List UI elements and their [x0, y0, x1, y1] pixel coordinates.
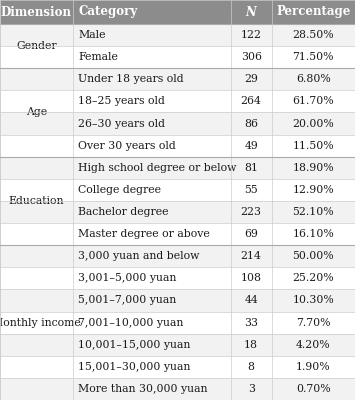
- Text: 33: 33: [244, 318, 258, 328]
- Text: 86: 86: [244, 118, 258, 128]
- Text: 1.90%: 1.90%: [296, 362, 331, 372]
- Bar: [0, 68, 355, 90]
- Text: Age: Age: [26, 108, 47, 118]
- Text: Female: Female: [78, 52, 118, 62]
- Text: Under 18 years old: Under 18 years old: [78, 74, 184, 84]
- Bar: [0, 334, 355, 356]
- Text: More than 30,000 yuan: More than 30,000 yuan: [78, 384, 208, 394]
- Bar: [272, 0, 355, 24]
- Text: 306: 306: [241, 52, 262, 62]
- Text: Dimension: Dimension: [1, 6, 72, 18]
- Text: 15,001–30,000 yuan: 15,001–30,000 yuan: [78, 362, 191, 372]
- Text: 3: 3: [248, 384, 255, 394]
- Text: Over 30 years old: Over 30 years old: [78, 141, 176, 151]
- Text: 7.70%: 7.70%: [296, 318, 331, 328]
- Bar: [0, 179, 355, 201]
- Bar: [73, 0, 231, 24]
- Text: 16.10%: 16.10%: [293, 229, 334, 239]
- Text: Monthly income: Monthly income: [0, 318, 81, 328]
- Bar: [0, 157, 355, 179]
- Bar: [0, 24, 355, 46]
- Bar: [0, 245, 355, 267]
- Text: 3,000 yuan and below: 3,000 yuan and below: [78, 251, 200, 261]
- Text: Male: Male: [78, 30, 105, 40]
- Text: 11.50%: 11.50%: [293, 141, 334, 151]
- Bar: [0, 201, 355, 223]
- Text: 7,001–10,000 yuan: 7,001–10,000 yuan: [78, 318, 184, 328]
- Text: 26–30 years old: 26–30 years old: [78, 118, 165, 128]
- Text: Percentage: Percentage: [276, 6, 350, 18]
- Bar: [0, 312, 355, 334]
- Text: 0.70%: 0.70%: [296, 384, 331, 394]
- Text: 28.50%: 28.50%: [293, 30, 334, 40]
- Text: 108: 108: [241, 273, 262, 283]
- Text: Bachelor degree: Bachelor degree: [78, 207, 169, 217]
- Text: 8: 8: [248, 362, 255, 372]
- Text: 18–25 years old: 18–25 years old: [78, 96, 165, 106]
- Text: 81: 81: [244, 163, 258, 173]
- Bar: [0, 267, 355, 290]
- Bar: [0, 290, 355, 312]
- Bar: [231, 0, 272, 24]
- Text: 18: 18: [244, 340, 258, 350]
- Text: 69: 69: [244, 229, 258, 239]
- Text: 264: 264: [241, 96, 262, 106]
- Bar: [0, 0, 73, 24]
- Text: 25.20%: 25.20%: [293, 273, 334, 283]
- Text: Gender: Gender: [16, 41, 57, 51]
- Text: 49: 49: [244, 141, 258, 151]
- Text: 29: 29: [244, 74, 258, 84]
- Text: Education: Education: [9, 196, 64, 206]
- Text: 3,001–5,000 yuan: 3,001–5,000 yuan: [78, 273, 176, 283]
- Text: 18.90%: 18.90%: [293, 163, 334, 173]
- Text: Master degree or above: Master degree or above: [78, 229, 210, 239]
- Text: Category: Category: [78, 6, 137, 18]
- Text: N: N: [246, 6, 257, 18]
- Text: 12.90%: 12.90%: [293, 185, 334, 195]
- Bar: [0, 223, 355, 245]
- Text: 122: 122: [241, 30, 262, 40]
- Text: 6.80%: 6.80%: [296, 74, 331, 84]
- Text: 10.30%: 10.30%: [293, 296, 334, 306]
- Text: 5,001–7,000 yuan: 5,001–7,000 yuan: [78, 296, 176, 306]
- Text: 4.20%: 4.20%: [296, 340, 331, 350]
- Text: 214: 214: [241, 251, 262, 261]
- Bar: [0, 134, 355, 157]
- Bar: [0, 46, 355, 68]
- Text: 10,001–15,000 yuan: 10,001–15,000 yuan: [78, 340, 191, 350]
- Text: 20.00%: 20.00%: [293, 118, 334, 128]
- Text: College degree: College degree: [78, 185, 161, 195]
- Bar: [0, 378, 355, 400]
- Text: 71.50%: 71.50%: [293, 52, 334, 62]
- Text: 223: 223: [241, 207, 262, 217]
- Text: 50.00%: 50.00%: [293, 251, 334, 261]
- Bar: [0, 90, 355, 112]
- Text: High school degree or below: High school degree or below: [78, 163, 236, 173]
- Text: 52.10%: 52.10%: [293, 207, 334, 217]
- Text: 61.70%: 61.70%: [293, 96, 334, 106]
- Text: 55: 55: [244, 185, 258, 195]
- Text: 44: 44: [244, 296, 258, 306]
- Bar: [0, 356, 355, 378]
- Bar: [0, 112, 355, 134]
